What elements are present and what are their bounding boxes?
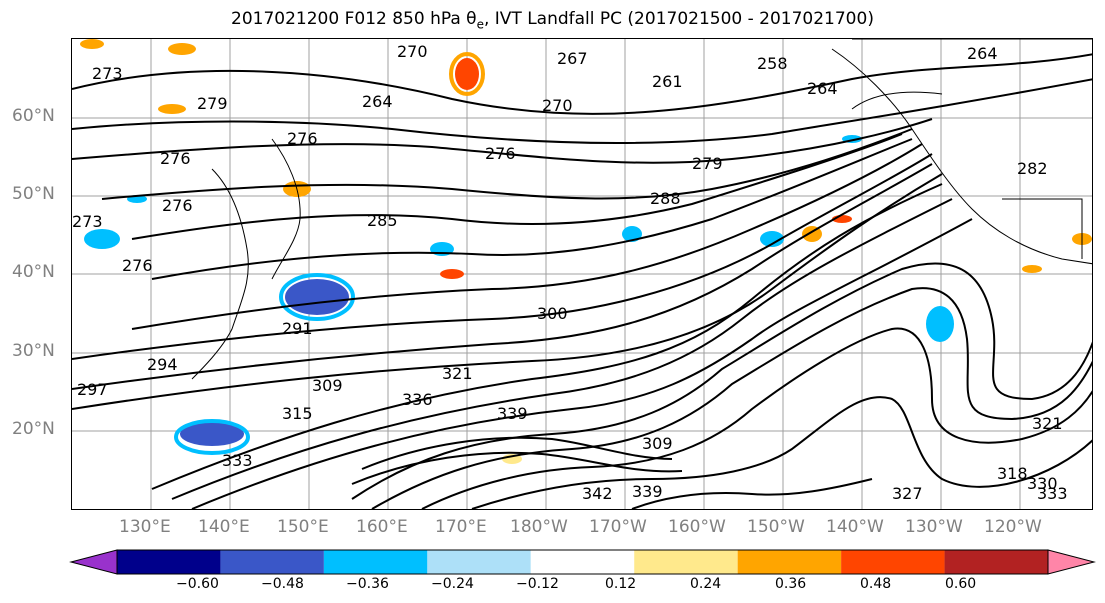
contour-label: 294 [147, 355, 178, 374]
contour-label: 285 [367, 211, 398, 230]
contour-label: 258 [757, 54, 788, 73]
contour-label: 336 [402, 390, 433, 409]
contour-label: 321 [442, 364, 473, 383]
ivt-pc-shading [80, 39, 1092, 464]
lat-label: 20°N [12, 419, 55, 439]
contour-label: 264 [807, 79, 838, 98]
colorbar-segment [841, 550, 945, 574]
contour-label: 288 [650, 189, 681, 208]
contour-label: 282 [1017, 159, 1048, 178]
colorbar-segment [323, 550, 428, 574]
contour-label: 264 [362, 92, 393, 111]
contour-label: 264 [967, 44, 998, 63]
contour-label: 276 [160, 149, 191, 168]
contour-label: 267 [557, 49, 588, 68]
contour-label: 318 [997, 464, 1028, 483]
contour-label: 276 [162, 196, 193, 215]
colorbar-extend-high [1047, 549, 1096, 575]
colorbar-segment [530, 550, 635, 574]
colorbar-segment [220, 550, 324, 574]
contour-label: 270 [542, 96, 573, 115]
contour-label: 309 [312, 376, 343, 395]
colorbar-segment [737, 550, 842, 574]
colorbar-tick-label: −0.60 [176, 576, 219, 592]
contour-label: 333 [222, 451, 253, 470]
lon-label: 120°W [984, 517, 1042, 537]
contour-label: 261 [652, 72, 683, 91]
lon-label: 150°E [277, 517, 329, 537]
colorbar-tick-label: −0.12 [516, 576, 559, 592]
map-panel: 273 279 276 276 270 267 264 261 258 264 … [71, 38, 1093, 510]
contour-label: 339 [497, 404, 528, 423]
lon-label: 170°E [435, 517, 487, 537]
lon-label: 180°W [510, 517, 568, 537]
lon-label: 160°W [668, 517, 726, 537]
colorbar-segment [117, 550, 221, 574]
lon-label: 160°E [356, 517, 408, 537]
lon-label: 130°W [905, 517, 963, 537]
colorbar [69, 549, 1096, 575]
colorbar-extend-low [69, 549, 118, 575]
contour-label: 276 [122, 256, 153, 275]
colorbar-segments [69, 549, 1096, 575]
colorbar-tick-label: 0.12 [605, 576, 637, 592]
lat-label: 30°N [12, 341, 55, 361]
contour-label: 291 [282, 319, 313, 338]
contour-label: 327 [892, 484, 923, 503]
contour-label: 276 [287, 129, 318, 148]
lon-label: 140°W [826, 517, 884, 537]
contour-label: 315 [282, 404, 313, 423]
contour-label: 273 [72, 212, 103, 231]
colorbar-tick-label: −0.36 [346, 576, 389, 592]
contour-label: 342 [582, 484, 613, 503]
colorbar-tick-label: 0.60 [945, 576, 977, 592]
contour-label: 339 [632, 482, 663, 501]
colorbar-tick-label: 0.48 [860, 576, 892, 592]
contour-label: 333 [1037, 484, 1068, 503]
lat-label: 50°N [12, 184, 55, 204]
contour-label: 300 [537, 304, 568, 323]
colorbar-segment [944, 550, 1048, 574]
lat-label: 60°N [12, 106, 55, 126]
lat-label: 40°N [12, 262, 55, 282]
theta-e-contours [72, 53, 1092, 509]
colorbar-tick-label: −0.24 [431, 576, 474, 592]
contour-label: 276 [485, 144, 516, 163]
map-svg: 273 279 276 276 270 267 264 261 258 264 … [72, 39, 1092, 509]
lon-label: 130°E [119, 517, 171, 537]
contour-label: 273 [92, 64, 123, 83]
contour-label: 330 [1027, 474, 1058, 493]
colorbar-tick-label: 0.24 [690, 576, 722, 592]
colorbar-frame [116, 549, 1049, 575]
contour-label: 279 [197, 94, 228, 113]
contour-label: 297 [77, 380, 108, 399]
colorbar-segment [634, 550, 738, 574]
lon-label: 170°W [589, 517, 647, 537]
contour-label-group: 273 279 276 276 270 267 264 261 258 264 … [72, 42, 1068, 503]
map-title: 2017021200 F012 850 hPa θe, IVT Landfall… [231, 9, 874, 32]
colorbar-tick-label: 0.36 [775, 576, 807, 592]
contour-label: 279 [692, 154, 723, 173]
colorbar-tick-label: −0.48 [261, 576, 304, 592]
contour-label: 270 [397, 42, 428, 61]
coastlines [191, 39, 1092, 380]
lon-label: 140°E [198, 517, 250, 537]
colorbar-segment [427, 550, 531, 574]
contour-label: 321 [1032, 414, 1063, 433]
contour-label: 309 [642, 434, 673, 453]
lon-label: 150°W [747, 517, 805, 537]
